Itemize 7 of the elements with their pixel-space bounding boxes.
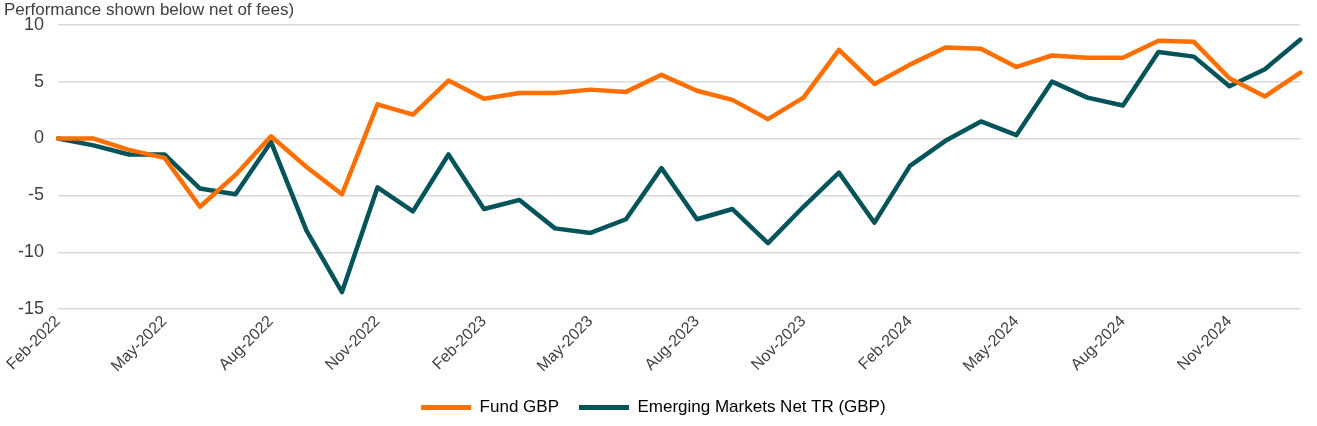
- y-tick-label: -5: [28, 184, 45, 205]
- y-tick-label: -10: [18, 241, 45, 262]
- legend-label: Emerging Markets Net TR (GBP): [637, 397, 886, 417]
- legend-label: Fund GBP: [479, 397, 559, 417]
- y-tick-label: 5: [34, 70, 45, 91]
- y-tick-label: -15: [18, 298, 45, 319]
- y-tick-label: 0: [34, 127, 45, 148]
